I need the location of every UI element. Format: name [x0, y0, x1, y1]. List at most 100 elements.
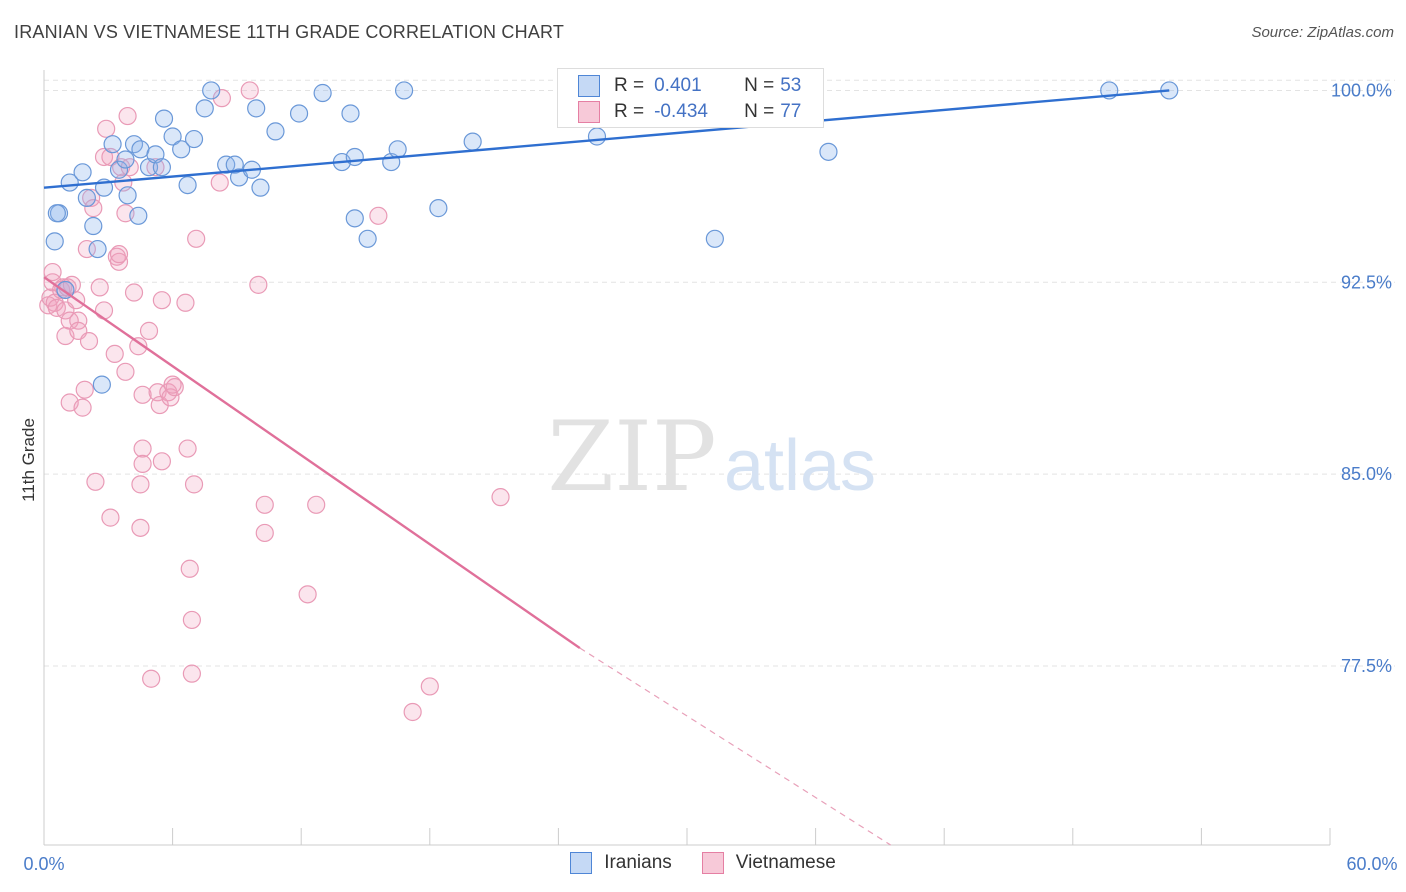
iranians-point: [429, 199, 448, 218]
vietnamese-point: [131, 475, 150, 494]
vietnamese-point: [176, 293, 195, 312]
legend-r-label: R =: [614, 101, 645, 122]
vietnamese-point: [165, 378, 184, 397]
iranians-point: [705, 229, 724, 248]
vietnamese-point: [298, 585, 317, 604]
vietnamese-point: [240, 81, 259, 100]
iranians-point: [266, 122, 285, 141]
vietnamese-point: [84, 199, 103, 218]
iranians-point: [819, 142, 838, 161]
iranians-trend-line: [43, 89, 1170, 189]
vietnamese-point: [133, 454, 152, 473]
legend-n-value: 77: [780, 101, 802, 122]
vietnamese-point: [420, 677, 439, 696]
iranians-point: [358, 229, 377, 248]
legend-n-value: 53: [780, 75, 802, 96]
vietnamese-point: [101, 508, 120, 527]
legend-swatch-iranians: [570, 852, 593, 874]
iranians-point: [172, 140, 191, 159]
vietnamese-point: [249, 275, 268, 294]
series-legend: Iranians Vietnamese: [0, 852, 1406, 874]
iranians-point: [88, 239, 107, 259]
vietnamese-point: [79, 332, 99, 351]
iranians-point: [163, 127, 182, 146]
watermark-zip: ZIP: [547, 401, 716, 513]
vietnamese-point: [187, 229, 206, 248]
vietnamese-point: [129, 337, 148, 356]
legend-row-iranians: R = 0.401 N = 53: [578, 73, 801, 99]
chart-title: IRANIAN VS VIETNAMESE 11TH GRADE CORRELA…: [14, 22, 565, 42]
vietnamese-point: [139, 321, 159, 340]
vietnamese-point: [184, 475, 204, 494]
vietnamese-point: [210, 173, 229, 192]
vietnamese-point: [182, 610, 201, 630]
y-tick-label: 92.5%: [1341, 272, 1392, 292]
source-label: Source: ZipAtlas.com: [1251, 24, 1394, 41]
legend-row-vietnamese: R = -0.434 N = 77: [578, 99, 801, 125]
iranians-point: [84, 216, 103, 236]
vietnamese-point: [75, 380, 94, 399]
watermark: ZIP atlas: [547, 401, 876, 513]
legend-r-value: 0.401: [654, 75, 702, 96]
iranians-point: [202, 81, 221, 100]
vietnamese-point: [118, 106, 137, 126]
tick-labels: 77.5% 85.0% 92.5% 100.0% 0.0% 60.0%: [23, 80, 1397, 874]
vietnamese-point: [109, 252, 129, 271]
legend-item-vietnamese: Vietnamese: [701, 852, 836, 874]
vietnamese-point: [152, 291, 171, 310]
vietnamese-point: [255, 523, 274, 543]
legend-r-label: R =: [614, 75, 645, 96]
iranians-point: [251, 178, 270, 197]
vietnamese-point: [163, 375, 182, 394]
iranians-point: [92, 375, 111, 394]
vietnamese-point: [255, 495, 274, 514]
vietnamese-point: [182, 664, 201, 683]
vietnamese-points: [39, 81, 510, 722]
vietnamese-point: [97, 119, 116, 138]
iranians-point: [118, 186, 137, 205]
vietnamese-point: [124, 283, 144, 302]
vietnamese-point: [307, 495, 326, 514]
legend-item-iranians: Iranians: [570, 852, 672, 874]
iranians-point: [341, 104, 360, 123]
vietnamese-point: [152, 452, 171, 471]
legend-swatch-iranians: [578, 75, 600, 97]
iranians-point: [152, 158, 171, 177]
vietnamese-point: [142, 669, 161, 688]
x-tick-label: 60.0%: [1346, 854, 1397, 874]
vietnamese-point: [491, 488, 510, 507]
iranians-points: [45, 81, 1179, 394]
legend-label-vietnamese: Vietnamese: [735, 852, 836, 873]
iranians-point: [103, 135, 122, 154]
vietnamese-point: [69, 311, 88, 330]
vietnamese-point: [116, 362, 135, 381]
x-tick-label: 0.0%: [23, 854, 64, 874]
legend-r-value: -0.434: [654, 101, 708, 122]
trend-lines: [43, 89, 1170, 846]
vietnamese-point: [105, 344, 124, 364]
vietnamese-point: [86, 472, 105, 491]
iranians-point: [247, 99, 266, 118]
iranians-point: [345, 147, 364, 167]
iranians-point: [463, 132, 482, 151]
vietnamese-point: [109, 245, 129, 264]
iranians-point: [394, 81, 414, 100]
iranians-point: [178, 175, 197, 195]
iranians-point: [388, 140, 407, 159]
vietnamese-point: [133, 385, 152, 404]
watermark-atlas: atlas: [724, 426, 876, 506]
iranians-point: [77, 188, 96, 207]
correlation-legend: R = 0.401 N = 53 R = -0.434 N = 77: [557, 68, 824, 128]
legend-n-label: N =: [744, 101, 775, 122]
vietnamese-point: [73, 398, 92, 417]
vietnamese-trend-extension: [579, 647, 891, 846]
legend-label-iranians: Iranians: [604, 852, 672, 873]
vietnamese-trend-line: [43, 276, 581, 650]
vietnamese-point: [133, 439, 152, 458]
y-axis-label: 11th Grade: [19, 418, 38, 502]
vietnamese-point: [43, 262, 62, 282]
vietnamese-point: [77, 239, 96, 259]
vietnamese-point: [131, 518, 150, 537]
iranians-point: [313, 83, 332, 103]
